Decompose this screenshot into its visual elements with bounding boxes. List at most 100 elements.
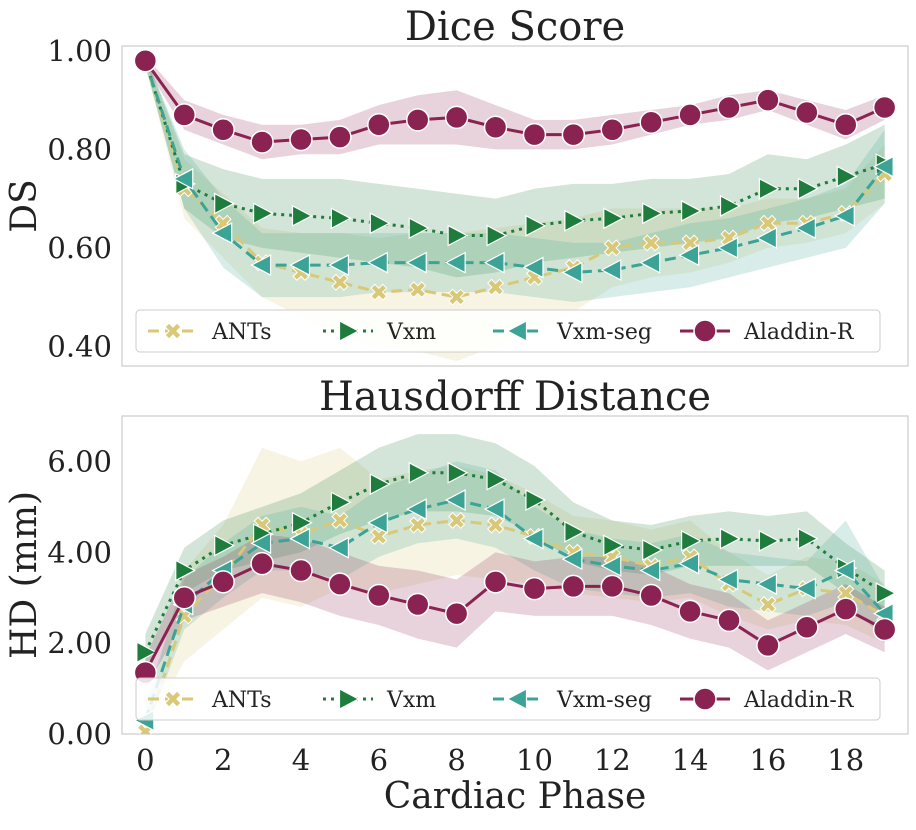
dice-point-vxm-14 <box>680 199 702 222</box>
dice-point-vxm-4 <box>291 204 313 227</box>
dice-point-ants-9 <box>487 278 505 296</box>
dice-point-aladdin-r-16 <box>756 88 780 112</box>
hd-xtick-label: 4 <box>292 743 310 777</box>
dice-point-vxm-seg-14 <box>678 244 700 267</box>
hd-point-vxm-seg-3 <box>250 532 272 555</box>
hd-xtick-label: 18 <box>827 743 864 777</box>
dice-point-vxm-17 <box>797 177 819 200</box>
dice-point-ants-6 <box>370 283 388 301</box>
dice-point-aladdin-r-8 <box>444 105 469 130</box>
dice-point-vxm-18 <box>836 165 858 188</box>
hd-point-vxm-7 <box>408 461 430 484</box>
dice-point-vxm-seg-7 <box>405 251 427 274</box>
dice-point-aladdin-r-2 <box>211 117 235 142</box>
dice-point-ants-8 <box>448 288 466 306</box>
hd-point-vxm-seg-12 <box>600 554 622 577</box>
dice-point-vxm-11 <box>564 209 586 232</box>
hd-plot-area <box>133 434 897 734</box>
dice-point-ants-5 <box>331 273 349 291</box>
hd-point-vxm-seg-11 <box>561 548 583 571</box>
dice-point-aladdin-r-10 <box>522 122 547 147</box>
hd-xtick-label: 16 <box>749 743 786 777</box>
hd-point-aladdin-r-19 <box>872 617 897 642</box>
dice-legend-label-vxm: Vxm <box>386 320 436 345</box>
hd-point-vxm-4 <box>291 511 313 534</box>
hd-legend-marker-vxm-seg <box>506 688 528 710</box>
dice-point-vxm-seg-18 <box>833 204 855 227</box>
hd-point-vxm-seg-16 <box>756 573 778 596</box>
hd-xtick-label: 8 <box>447 743 465 777</box>
hd-xtick-label: 2 <box>214 743 232 777</box>
dice-point-vxm-seg-9 <box>483 251 505 274</box>
hd-band-vxm <box>145 434 885 671</box>
hd-point-vxm-12 <box>603 534 625 557</box>
hd-point-vxm-seg-7 <box>405 498 427 521</box>
dice-point-aladdin-r-14 <box>678 103 702 127</box>
dice-point-vxm-seg-2 <box>211 222 233 245</box>
dice-point-vxm-seg-17 <box>795 217 816 240</box>
hd-point-vxm-8 <box>447 461 469 484</box>
hd-xtick-label: 10 <box>516 743 553 777</box>
dice-point-vxm-9 <box>486 224 508 247</box>
hd-point-aladdin-r-5 <box>328 572 352 596</box>
hd-point-aladdin-r-7 <box>405 592 430 617</box>
dice-point-aladdin-r-19 <box>872 95 897 120</box>
hd-legend-marker-aladdin-r <box>693 687 717 711</box>
dice-plot-area <box>133 49 897 362</box>
hd-legend-label-vxm: Vxm <box>386 688 436 713</box>
hd-point-aladdin-r-2 <box>211 570 235 594</box>
dice-ytick-label: 0.60 <box>47 231 112 265</box>
hd-point-ants-16 <box>759 596 777 614</box>
hd-ytick-label: 4.00 <box>47 535 112 569</box>
dice-point-aladdin-r-18 <box>833 113 858 137</box>
hd-point-vxm-15 <box>719 527 741 550</box>
dice-point-aladdin-r-9 <box>483 115 508 139</box>
dice-point-vxm-seg-11 <box>561 261 583 284</box>
hd-point-vxm-seg-17 <box>795 577 816 600</box>
dice-point-aladdin-r-17 <box>795 100 819 125</box>
dice-point-aladdin-r-0 <box>133 49 158 73</box>
hd-point-aladdin-r-12 <box>600 574 625 599</box>
dice-point-vxm-16 <box>758 177 780 200</box>
hd-ytick-label: 6.00 <box>47 444 112 478</box>
hd-point-aladdin-r-16 <box>756 633 780 658</box>
hd-legend-marker-vxm <box>338 688 360 710</box>
hd-point-aladdin-r-14 <box>678 599 702 624</box>
dice-point-ants-7 <box>409 281 427 299</box>
hd-point-vxm-10 <box>525 489 547 512</box>
hd-band-aladdin-r <box>145 534 885 689</box>
hd-point-vxm-2 <box>214 534 235 557</box>
dice-point-aladdin-r-12 <box>600 117 625 142</box>
dice-point-vxm-seg-6 <box>367 251 388 274</box>
hd-point-vxm-16 <box>758 529 780 552</box>
dice-y-axis-label: DS <box>4 179 45 233</box>
dice-legend-marker-ants <box>164 322 182 340</box>
hd-legend-label-ants: ANTs <box>211 688 272 713</box>
hd-point-aladdin-r-11 <box>561 574 586 599</box>
hd-point-vxm-11 <box>564 520 586 543</box>
hd-point-vxm-seg-14 <box>678 552 700 575</box>
hd-point-vxm-seg-6 <box>367 511 388 534</box>
hd-point-aladdin-r-9 <box>483 570 508 594</box>
hd-point-aladdin-r-3 <box>250 551 274 576</box>
dice-point-aladdin-r-3 <box>250 130 274 154</box>
dice-point-aladdin-r-15 <box>717 95 741 120</box>
hd-point-vxm-0 <box>136 641 158 664</box>
dice-point-vxm-13 <box>642 202 663 225</box>
hd-point-ants-5 <box>331 511 349 529</box>
dice-point-vxm-seg-5 <box>328 254 350 277</box>
hd-ytick-label: 2.00 <box>47 626 112 660</box>
hd-point-vxm-13 <box>642 539 663 562</box>
hd-point-aladdin-r-13 <box>639 583 663 608</box>
dice-point-vxm-8 <box>447 224 469 247</box>
dice-legend-label-aladdin-r: Aladdin-R <box>743 320 855 345</box>
dice-point-vxm-seg-12 <box>600 259 622 281</box>
dice-point-vxm-seg-10 <box>522 256 544 279</box>
dice-band-ants <box>145 55 885 362</box>
hd-point-vxm-seg-8 <box>444 489 466 512</box>
hd-point-vxm-9 <box>486 468 508 491</box>
hd-point-vxm-seg-10 <box>522 527 544 550</box>
dice-point-aladdin-r-4 <box>289 127 313 152</box>
hd-band-ants <box>145 447 885 734</box>
